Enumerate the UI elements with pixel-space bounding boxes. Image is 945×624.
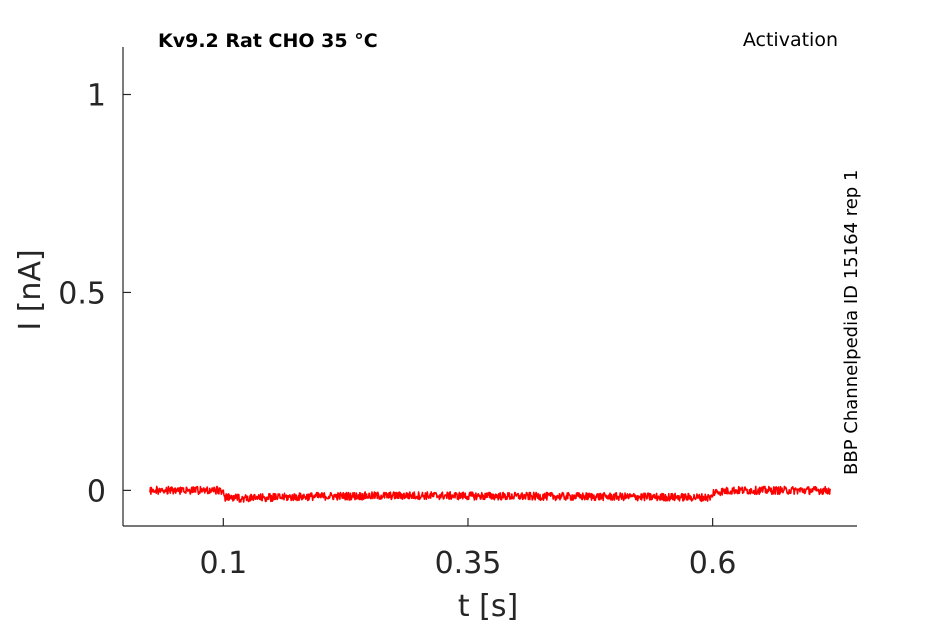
x-axis-label: t [s]	[458, 589, 518, 624]
series-layer	[149, 485, 831, 503]
y-tick-label: 1	[87, 79, 106, 114]
chart-title: Kv9.2 Rat CHO 35 °C	[158, 30, 378, 52]
protocol-label: Activation	[743, 29, 838, 51]
y-tick-label: 0	[87, 474, 106, 509]
current-trace	[149, 485, 831, 503]
y-tick-label: 0.5	[58, 276, 106, 311]
y-axis-label: I [nA]	[13, 249, 48, 330]
x-tick-label: 0.1	[199, 546, 247, 581]
source-label: BBP Channelpedia ID 15164 rep 1	[841, 170, 862, 475]
axes: 0.1 0.35 0.6 00.51	[58, 47, 857, 581]
x-tick-label: 0.6	[689, 546, 737, 581]
x-tick-label: 0.35	[435, 546, 502, 581]
x-ticks: 0.1 0.35 0.6	[199, 518, 737, 581]
y-ticks: 00.51	[58, 79, 131, 509]
